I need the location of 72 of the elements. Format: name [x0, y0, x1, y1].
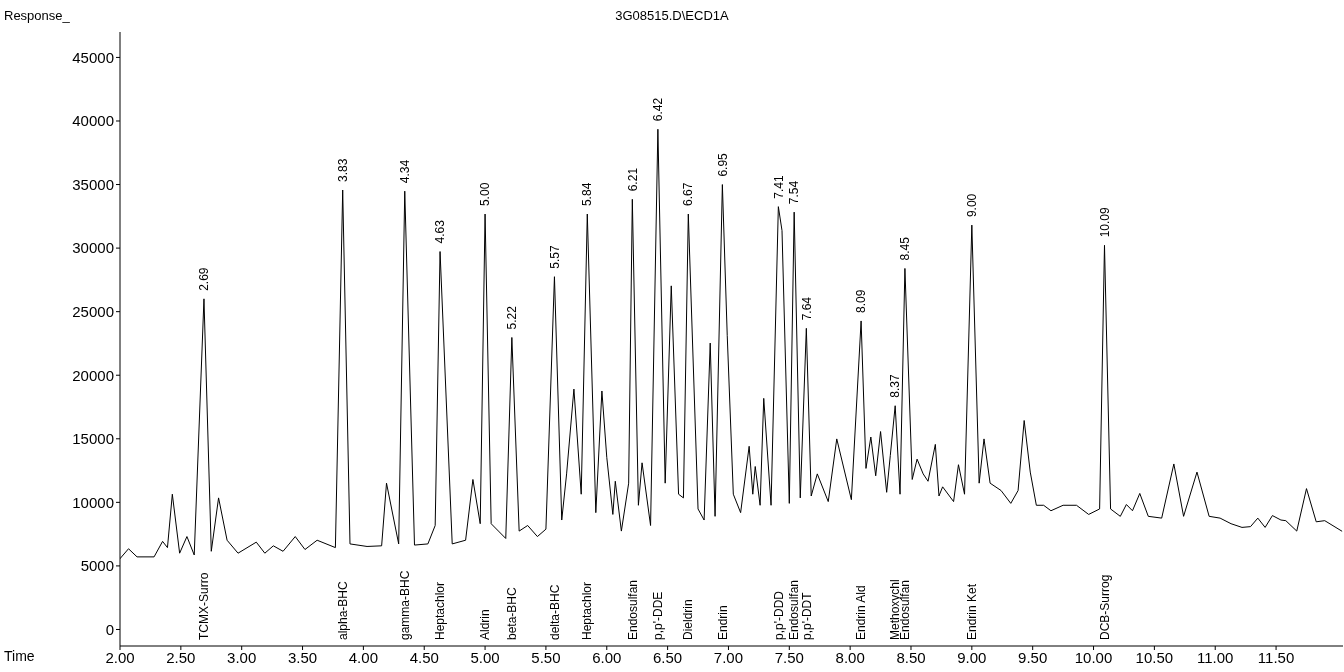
- y-tick-label: 20000: [72, 366, 114, 384]
- annotation: Aldrin: [478, 609, 493, 640]
- annotation: Heptachlor: [580, 581, 595, 640]
- chart-title: 3G08515.D\ECD1A: [615, 8, 729, 23]
- x-tick-label: 5.00: [470, 648, 500, 666]
- annotation: 3.83: [335, 158, 350, 183]
- annotation: TCMX-Surro: [197, 572, 212, 640]
- y-tick-label: 40000: [72, 112, 114, 130]
- x-tick-label: 2.50: [166, 648, 196, 666]
- annotation: alpha-BHC: [335, 580, 350, 640]
- y-tick-label: 10000: [72, 493, 114, 511]
- x-tick-label: 11.50: [1257, 648, 1295, 666]
- annotation: 6.42: [651, 97, 666, 122]
- annotation: 2.69: [197, 267, 212, 291]
- annotation: 4.34: [397, 159, 412, 184]
- annotation: Endrin: [715, 605, 730, 640]
- annotation: 8.45: [898, 236, 913, 261]
- annotation: Endosulfan: [787, 579, 802, 640]
- x-tick-label: 6.50: [653, 648, 683, 666]
- annotation: Methoxychl: [888, 579, 903, 640]
- y-tick-label: 0: [105, 620, 114, 638]
- y-axis-title: Response_: [4, 8, 70, 23]
- x-axis-title: Time: [4, 648, 35, 664]
- x-tick-label: 6.00: [592, 648, 622, 666]
- y-tick-label: 25000: [72, 302, 114, 320]
- annotation: 6.67: [681, 182, 696, 207]
- x-tick-label: 10.00: [1074, 648, 1113, 666]
- annotation: 9.00: [965, 193, 980, 218]
- annotation: 8.09: [854, 289, 869, 313]
- x-tick-label: 9.50: [1018, 648, 1048, 666]
- x-tick-label: 7.50: [774, 648, 804, 666]
- x-tick-label: 3.00: [227, 648, 257, 666]
- annotation: 7.54: [787, 180, 802, 205]
- annotation: Endrin Ket: [965, 583, 980, 640]
- x-tick-label: 7.00: [713, 648, 744, 666]
- annotation: delta-BHC: [547, 584, 562, 640]
- annotation: p,p'-DDT: [799, 591, 814, 640]
- annotation: 5.22: [505, 305, 520, 330]
- annotation: DCB-Surrog: [1097, 574, 1112, 640]
- x-tick-label: 8.50: [896, 648, 926, 666]
- x-tick-label: 3.50: [287, 648, 318, 666]
- x-tick-label: 9.00: [957, 648, 987, 666]
- annotation: p,p'-DDD: [771, 590, 786, 640]
- annotation: 10.09: [1097, 206, 1112, 238]
- y-tick-label: 30000: [72, 239, 114, 257]
- annotation: 6.95: [715, 152, 730, 177]
- annotation: 7.41: [771, 174, 786, 199]
- x-tick-label: 5.50: [531, 648, 561, 666]
- y-tick-label: 5000: [80, 557, 114, 575]
- x-tick-label: 11.00: [1197, 648, 1234, 666]
- x-tick-label: 2.00: [105, 648, 135, 666]
- annotation: 5.84: [580, 182, 595, 207]
- annotation: 8.37: [888, 374, 903, 398]
- x-tick-label: 4.50: [409, 648, 439, 666]
- annotation: beta-BHC: [505, 586, 520, 640]
- annotation: Endrin Ald: [854, 585, 869, 640]
- x-tick-label: 10.50: [1135, 648, 1174, 666]
- y-tick-label: 45000: [72, 48, 114, 66]
- annotation: 5.57: [547, 245, 562, 269]
- annotation: 5.00: [478, 182, 493, 207]
- x-tick-label: 4.00: [348, 648, 378, 666]
- annotation: 4.63: [433, 219, 448, 244]
- x-tick-label: 8.00: [835, 648, 865, 666]
- annotation: 7.64: [799, 296, 814, 321]
- annotation: gamma-BHC: [397, 570, 412, 640]
- annotation: p,p'-DDE: [651, 591, 666, 640]
- annotation: Heptachlor: [433, 581, 448, 640]
- annotation: 6.21: [625, 167, 640, 192]
- y-tick-label: 15000: [72, 430, 114, 448]
- annotation: Dieldrin: [681, 599, 696, 640]
- annotation: Endosulfan: [625, 579, 640, 640]
- y-tick-label: 35000: [72, 175, 114, 193]
